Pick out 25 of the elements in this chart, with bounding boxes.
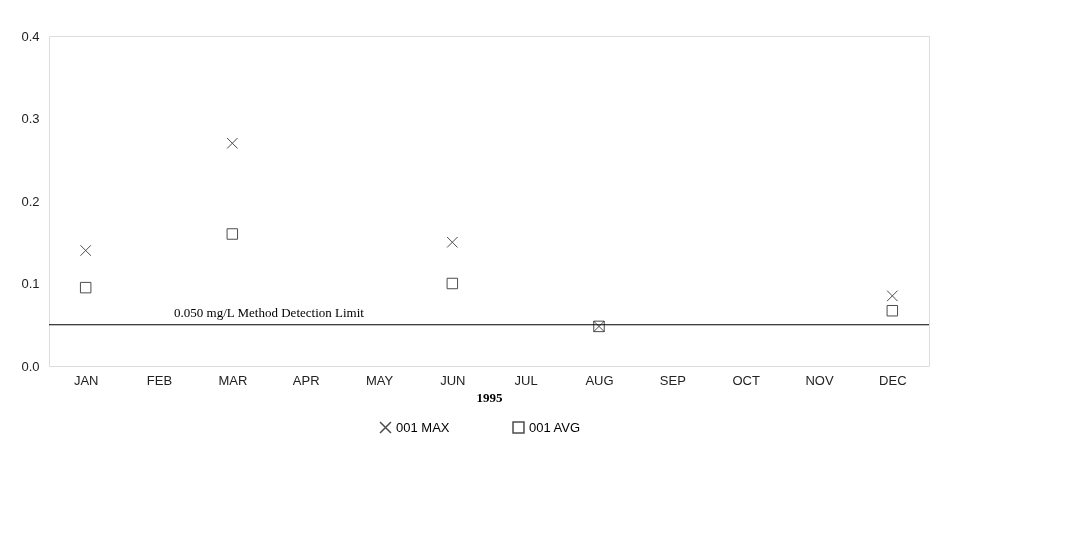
x-tick-label: SEP [659,372,686,388]
y-tick-label: 0.1 [21,276,40,291]
y-tick-label: 0.2 [21,193,40,209]
x-tick-label: MAR [218,372,248,388]
x-tick-label: MAY [365,372,394,388]
y-tick-label: 0.4 [21,28,40,44]
ref-line-label: 0.050 mg/L Method Detection Limit [174,304,365,320]
x-tick-label: OCT [732,372,760,388]
point [446,277,459,290]
x-tick-label: NOV [805,372,834,388]
y-tick-label: 0.0 [21,358,40,374]
point [79,281,92,294]
point [886,304,899,317]
x-axis-title: 1995 [476,389,503,405]
x-tick-label: DEC [879,372,907,388]
x-tick-label: FEB [146,372,173,388]
y-tick-label: 0.3 [21,111,40,126]
x-tick-label: JUL [514,372,538,388]
legend-label: 001 AVG [529,419,581,435]
x-tick-label: AUG [585,372,614,388]
x-tick-label: JUN [440,372,466,388]
legend-label: 001 MAX [396,419,450,435]
x-tick-label: JAN [73,372,99,388]
x-tick-label: APR [292,372,320,388]
point [226,228,239,240]
